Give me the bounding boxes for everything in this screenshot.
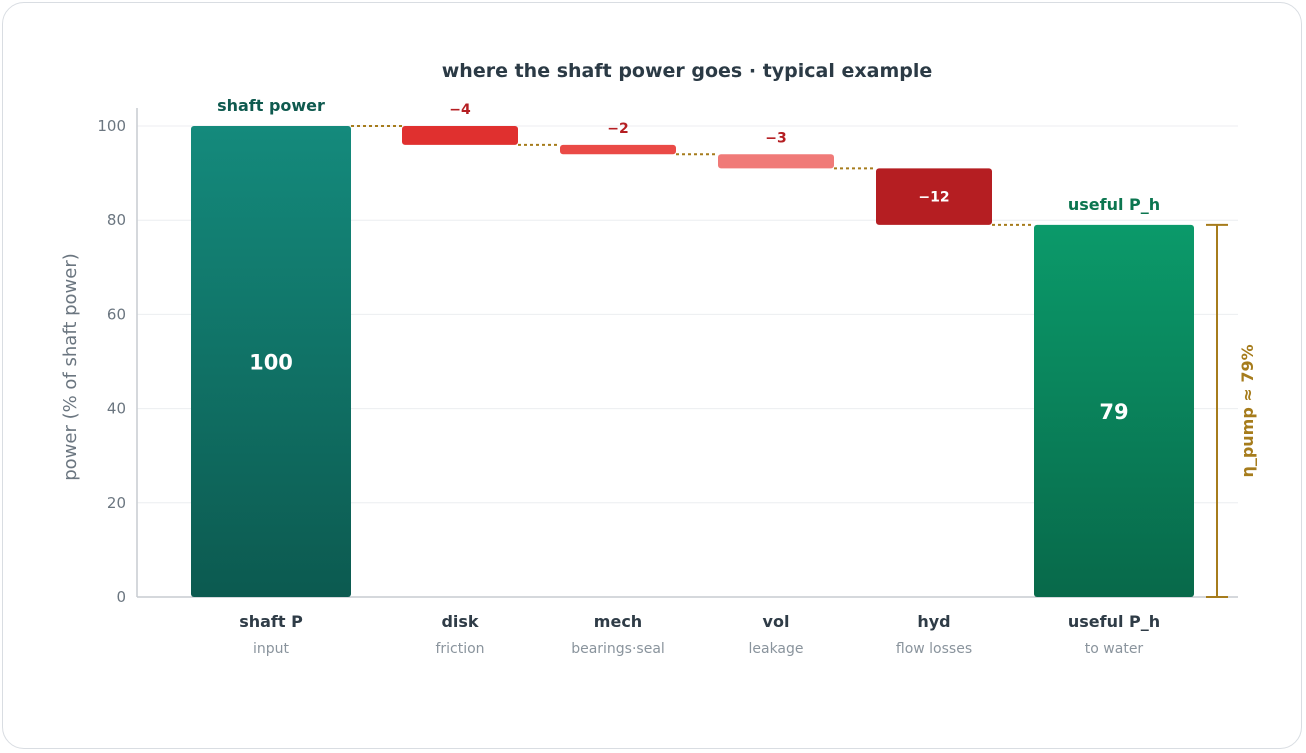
loss-bar: [402, 126, 518, 145]
y-tick-label: 100: [97, 117, 126, 135]
x-sub-label: bearings·seal: [571, 641, 665, 657]
x-category-label: disk: [441, 612, 478, 631]
loss-bar: [560, 144, 676, 155]
labels: 100 shaft power shaft P input −4 disk friction…: [217, 96, 1160, 657]
chart-title: where the shaft power goes · typical exa…: [442, 60, 933, 82]
connectors: [351, 125, 1034, 226]
loss-value-label: −4: [449, 102, 471, 118]
bar-value-label: 100: [249, 351, 293, 375]
loss-value-label: −12: [918, 190, 949, 206]
y-tick-label: 60: [107, 305, 126, 323]
bars: [191, 126, 1194, 597]
x-category-label: hyd: [917, 612, 950, 631]
x-category-label: shaft P: [239, 612, 303, 631]
x-sub-label: friction: [435, 641, 484, 657]
y-tick-label: 0: [116, 588, 126, 606]
x-category-label: mech: [594, 612, 642, 631]
bar-top-label: useful P_h: [1068, 195, 1160, 214]
efficiency-bracket: η_pump ≈ 79%: [1206, 223, 1257, 598]
loss-value-label: −3: [765, 130, 786, 146]
efficiency-label: η_pump ≈ 79%: [1238, 344, 1257, 477]
x-category-label: useful P_h: [1068, 612, 1160, 631]
total-bar: [191, 126, 351, 597]
y-tick-label: 40: [107, 400, 126, 418]
total-bar: [1034, 224, 1194, 597]
x-sub-label: flow losses: [896, 641, 972, 657]
y-tick-label: 20: [107, 494, 126, 512]
x-sub-label: input: [253, 641, 290, 657]
bar-top-label: shaft power: [217, 96, 325, 115]
x-sub-label: leakage: [748, 641, 803, 657]
loss-bar: [718, 154, 834, 169]
x-sub-label: to water: [1085, 641, 1144, 657]
loss-value-label: −2: [607, 121, 628, 137]
bar-value-label: 79: [1099, 400, 1128, 424]
x-category-label: vol: [763, 612, 790, 631]
loss-bar: [876, 168, 992, 225]
y-tick-label: 80: [107, 211, 126, 229]
y-axis-label: power (% of shaft power): [60, 253, 81, 481]
